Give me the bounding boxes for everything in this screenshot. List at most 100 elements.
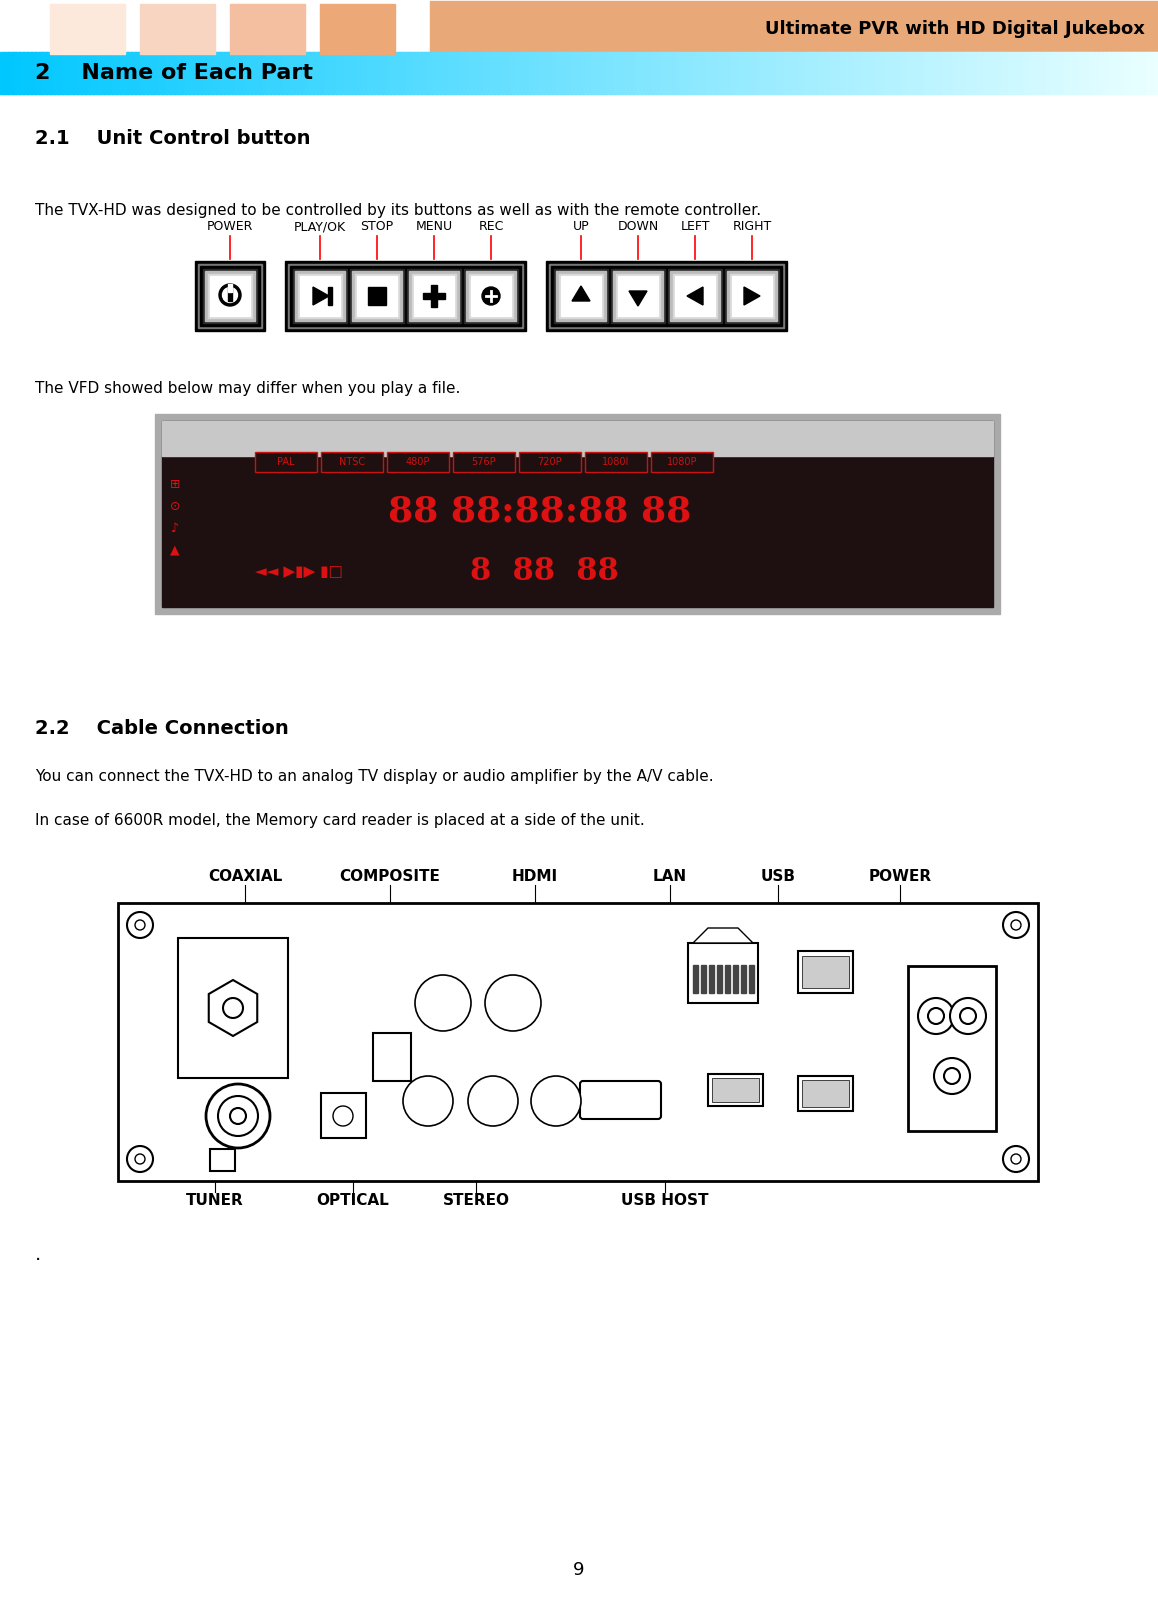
Bar: [290, 265, 521, 326]
Bar: [139, 53, 144, 94]
Bar: [406, 269, 461, 323]
Text: STOP: STOP: [360, 221, 394, 233]
Text: COAXIAL: COAXIAL: [208, 868, 283, 884]
Bar: [124, 53, 129, 94]
Bar: [298, 53, 302, 94]
Circle shape: [206, 1084, 270, 1148]
Bar: [415, 277, 454, 317]
Bar: [1150, 53, 1156, 94]
Bar: [96, 53, 102, 94]
Bar: [486, 53, 491, 94]
Bar: [466, 270, 516, 321]
Bar: [556, 53, 560, 94]
Bar: [1057, 53, 1063, 94]
Bar: [220, 53, 225, 94]
Text: You can connect the TVX-HD to an analog TV display or audio amplifier by the A/V: You can connect the TVX-HD to an analog …: [35, 769, 713, 785]
FancyBboxPatch shape: [580, 1081, 661, 1119]
Bar: [247, 53, 252, 94]
Bar: [673, 273, 717, 318]
Bar: [1089, 53, 1093, 94]
Bar: [1004, 53, 1009, 94]
Bar: [872, 53, 878, 94]
Bar: [217, 53, 221, 94]
Bar: [278, 53, 283, 94]
Bar: [1085, 53, 1090, 94]
Text: USB: USB: [761, 868, 796, 884]
Bar: [270, 53, 276, 94]
Bar: [352, 270, 402, 321]
Bar: [976, 53, 982, 94]
Bar: [837, 53, 843, 94]
Bar: [444, 53, 449, 94]
Bar: [347, 53, 352, 94]
Bar: [35, 53, 39, 94]
Bar: [177, 53, 183, 94]
Bar: [560, 277, 601, 317]
Bar: [359, 53, 364, 94]
Bar: [525, 53, 530, 94]
Bar: [640, 53, 646, 94]
Bar: [884, 53, 889, 94]
Bar: [58, 53, 63, 94]
Bar: [23, 53, 28, 94]
Text: .: .: [35, 1244, 42, 1263]
Bar: [518, 53, 522, 94]
Bar: [464, 269, 518, 323]
Bar: [174, 53, 178, 94]
Bar: [938, 53, 943, 94]
Bar: [900, 53, 904, 94]
Text: TUNER: TUNER: [186, 1193, 244, 1207]
Bar: [733, 966, 738, 993]
Bar: [779, 53, 785, 94]
Bar: [1073, 53, 1078, 94]
Bar: [210, 277, 250, 317]
Text: The VFD showed below may differ when you play a file.: The VFD showed below may differ when you…: [35, 382, 461, 397]
Bar: [328, 53, 334, 94]
Bar: [119, 53, 125, 94]
Bar: [69, 53, 74, 94]
Bar: [344, 53, 349, 94]
Bar: [46, 53, 51, 94]
Bar: [170, 53, 175, 94]
Bar: [478, 53, 484, 94]
Bar: [602, 53, 607, 94]
Bar: [930, 53, 936, 94]
Bar: [142, 53, 148, 94]
Circle shape: [230, 1108, 245, 1124]
Bar: [321, 1094, 366, 1138]
Bar: [162, 421, 994, 608]
Bar: [680, 53, 684, 94]
Bar: [374, 53, 380, 94]
Bar: [710, 53, 716, 94]
Bar: [708, 1075, 763, 1107]
Bar: [533, 53, 537, 94]
Bar: [300, 277, 340, 317]
Bar: [448, 53, 453, 94]
Bar: [657, 53, 661, 94]
Bar: [116, 53, 120, 94]
Bar: [802, 956, 849, 988]
Text: ⊞: ⊞: [170, 478, 181, 491]
Text: 1080P: 1080P: [667, 457, 697, 467]
Bar: [992, 53, 997, 94]
Text: 480P: 480P: [405, 457, 430, 467]
Bar: [356, 53, 360, 94]
Bar: [907, 53, 913, 94]
Bar: [425, 53, 430, 94]
Bar: [320, 5, 395, 54]
Bar: [683, 53, 688, 94]
Bar: [460, 53, 464, 94]
Circle shape: [478, 1086, 508, 1116]
Bar: [127, 53, 132, 94]
Bar: [266, 53, 271, 94]
Bar: [1050, 53, 1055, 94]
Polygon shape: [743, 286, 760, 305]
Bar: [918, 53, 924, 94]
Bar: [321, 453, 383, 472]
Bar: [822, 53, 827, 94]
Bar: [1092, 53, 1098, 94]
Bar: [559, 273, 603, 318]
Bar: [721, 53, 727, 94]
Bar: [1011, 53, 1017, 94]
Circle shape: [135, 1154, 145, 1164]
